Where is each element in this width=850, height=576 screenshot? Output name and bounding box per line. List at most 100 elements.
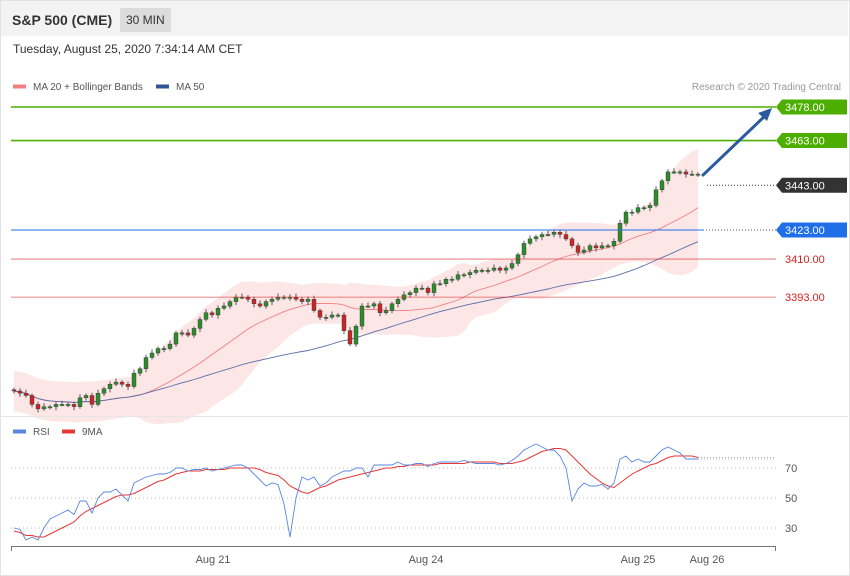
candle [653, 186, 659, 208]
level-badge [776, 222, 847, 238]
candle-body [437, 283, 443, 286]
candle-body [599, 245, 605, 249]
candle-body [665, 171, 671, 181]
rsi-legend: RSI 9MA [13, 427, 103, 438]
candle [617, 219, 623, 244]
candle-body [605, 245, 611, 248]
candle [53, 401, 59, 411]
timeframe-badge[interactable]: 30 MIN [120, 8, 171, 32]
candle-body [113, 381, 119, 385]
candle [347, 327, 353, 347]
candle-body [191, 328, 197, 336]
candle [359, 303, 365, 330]
candle [317, 308, 323, 320]
candle [29, 393, 35, 408]
rsi-panel: 70 50 30 RSI 9MA Aug 21 Aug 24 Aug 25 Aug 26 [11, 427, 797, 566]
candle-body [611, 240, 617, 246]
candle-body [233, 296, 239, 302]
candle [455, 271, 461, 282]
level-3393.00: 3393.00 [11, 292, 825, 304]
candle [269, 296, 275, 306]
candle [197, 316, 203, 332]
candle-body [149, 352, 155, 358]
candle [251, 296, 257, 308]
candle-body [539, 234, 545, 237]
candle [209, 310, 215, 318]
legend-label: MA 50 [176, 82, 205, 93]
level-badge [776, 177, 847, 193]
candle [467, 269, 473, 279]
candle [449, 276, 455, 283]
candle [587, 243, 593, 253]
candle-body [443, 279, 449, 284]
candle [47, 404, 53, 410]
level-label: 3393.00 [785, 292, 825, 304]
candle-body [659, 180, 665, 190]
candle [203, 309, 209, 322]
candle [545, 230, 551, 237]
candle-body [335, 314, 341, 317]
candle-body [557, 231, 563, 235]
credit-text: Research © 2020 Trading Central [692, 82, 841, 93]
candle [431, 280, 437, 297]
legend-label: 9MA [82, 427, 103, 438]
candle-body [125, 384, 131, 387]
candle [83, 393, 89, 401]
chart-timestamp: Tuesday, August 25, 2020 7:34:14 AM CET [13, 42, 243, 56]
candlesticks [11, 168, 701, 413]
candle [119, 380, 125, 388]
candle [305, 296, 311, 306]
rsi-tick-label: 70 [785, 463, 797, 475]
candle [557, 229, 563, 239]
candle-body [563, 234, 569, 240]
candle [101, 386, 107, 397]
x-axis: Aug 21 Aug 24 Aug 25 Aug 26 [11, 546, 776, 566]
candle-body [449, 279, 455, 281]
candle [443, 277, 449, 287]
candle [389, 301, 395, 314]
candle-body [29, 395, 35, 405]
candle-body [419, 287, 425, 290]
candle [191, 326, 197, 338]
candle-body [689, 173, 695, 176]
candle [671, 168, 677, 174]
chart-header: S&P 500 (CME) 30 MIN [1, 1, 848, 36]
candle-body [329, 314, 335, 318]
candle [569, 236, 575, 249]
candle [611, 238, 617, 250]
candle [131, 369, 137, 389]
legend-swatch [156, 84, 169, 89]
bollinger-band-area [14, 148, 698, 425]
candle [107, 381, 113, 393]
candle [23, 389, 29, 398]
candle [155, 346, 161, 356]
candle-body [635, 207, 641, 213]
rsi-line [13, 443, 698, 541]
candle-body [617, 223, 623, 242]
level-3463.00: 3463.00 [11, 133, 847, 149]
candle-body [473, 270, 479, 273]
x-tick-label: Aug 24 [409, 554, 444, 566]
candle-body [71, 404, 77, 407]
candle-body [629, 211, 635, 214]
candle-body [203, 312, 209, 320]
candle [605, 243, 611, 249]
instrument-title: S&P 500 (CME) [12, 12, 113, 28]
candle [677, 169, 683, 175]
candle-body [461, 274, 467, 277]
candle-body [167, 343, 173, 349]
candle-body [341, 314, 347, 331]
candle [113, 378, 119, 387]
candle [629, 209, 635, 216]
candle-body [95, 393, 101, 405]
price-legend: MA 20 + Bollinger Bands MA 50 [13, 82, 205, 93]
candle-body [17, 390, 23, 394]
candle-body [299, 299, 305, 302]
candle-body [653, 189, 659, 206]
candle [353, 324, 359, 347]
legend-swatch [13, 429, 26, 434]
candle-body [41, 406, 47, 410]
candle [491, 264, 497, 273]
candle-body [695, 173, 701, 176]
candle-body [185, 332, 191, 336]
